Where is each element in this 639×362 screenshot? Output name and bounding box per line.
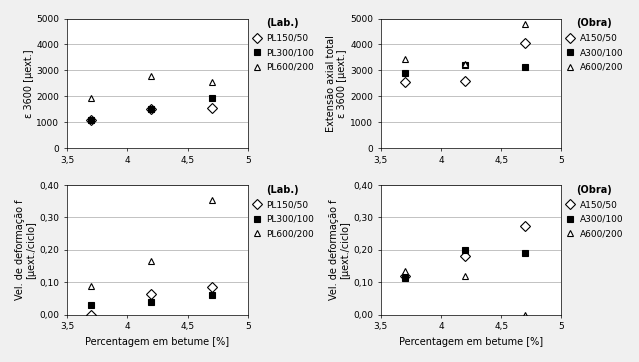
A150/50 — [461, 254, 469, 258]
PL600/200 — [88, 283, 95, 288]
A300/100 — [401, 275, 408, 280]
PL300/100 — [88, 118, 95, 122]
PL600/200 — [148, 259, 155, 264]
PL150/50 — [88, 313, 95, 317]
PL150/50 — [208, 285, 215, 289]
A600/200 — [401, 56, 408, 61]
A300/100 — [521, 64, 529, 69]
PL300/100 — [88, 303, 95, 307]
X-axis label: Percentagem em betume [%]: Percentagem em betume [%] — [399, 337, 543, 347]
A600/200 — [521, 313, 529, 317]
Y-axis label: Vel. de deformação f
[μext./ciclo]: Vel. de deformação f [μext./ciclo] — [328, 200, 350, 300]
PL600/200 — [148, 73, 155, 78]
PL300/100 — [148, 300, 155, 304]
PL300/100 — [208, 96, 215, 100]
Line: PL300/100: PL300/100 — [88, 94, 215, 123]
PL150/50 — [88, 118, 95, 122]
Line: A150/50: A150/50 — [401, 40, 528, 85]
X-axis label: Percentagem em betume [%]: Percentagem em betume [%] — [86, 337, 229, 347]
A300/100 — [461, 248, 469, 252]
A150/50 — [401, 274, 408, 278]
Line: PL150/50: PL150/50 — [88, 284, 215, 318]
A300/100 — [461, 63, 469, 67]
PL600/200 — [208, 198, 215, 202]
Line: PL300/100: PL300/100 — [88, 292, 215, 308]
PL150/50 — [148, 291, 155, 296]
A150/50 — [521, 223, 529, 228]
A600/200 — [401, 269, 408, 273]
A600/200 — [461, 62, 469, 66]
Line: PL600/200: PL600/200 — [88, 196, 215, 289]
PL600/200 — [208, 80, 215, 84]
A150/50 — [401, 80, 408, 84]
Y-axis label: ε 3600 [μext.]: ε 3600 [μext.] — [24, 49, 34, 118]
Line: A600/200: A600/200 — [401, 268, 528, 318]
Legend: A150/50, A300/100, A600/200: A150/50, A300/100, A600/200 — [565, 185, 623, 238]
PL150/50 — [208, 106, 215, 110]
Line: A600/200: A600/200 — [401, 20, 528, 67]
PL300/100 — [148, 107, 155, 111]
A300/100 — [401, 71, 408, 75]
Line: A300/100: A300/100 — [401, 247, 528, 281]
Legend: PL150/50, PL300/100, PL600/200: PL150/50, PL300/100, PL600/200 — [251, 18, 314, 72]
Legend: A150/50, A300/100, A600/200: A150/50, A300/100, A600/200 — [565, 18, 623, 72]
PL150/50 — [148, 107, 155, 111]
Line: A300/100: A300/100 — [401, 62, 528, 76]
A600/200 — [461, 274, 469, 278]
A150/50 — [521, 41, 529, 45]
Y-axis label: Extensão axial total
ε 3600 [μext.]: Extensão axial total ε 3600 [μext.] — [326, 35, 347, 132]
PL600/200 — [88, 96, 95, 100]
Y-axis label: Vel. de deformação f
[μext./ciclo]: Vel. de deformação f [μext./ciclo] — [15, 200, 36, 300]
Line: PL600/200: PL600/200 — [88, 72, 215, 101]
PL300/100 — [208, 293, 215, 298]
A150/50 — [461, 79, 469, 83]
A300/100 — [521, 251, 529, 255]
Line: A150/50: A150/50 — [401, 222, 528, 279]
Legend: PL150/50, PL300/100, PL600/200: PL150/50, PL300/100, PL600/200 — [251, 185, 314, 238]
A600/200 — [521, 21, 529, 26]
Line: PL150/50: PL150/50 — [88, 105, 215, 123]
